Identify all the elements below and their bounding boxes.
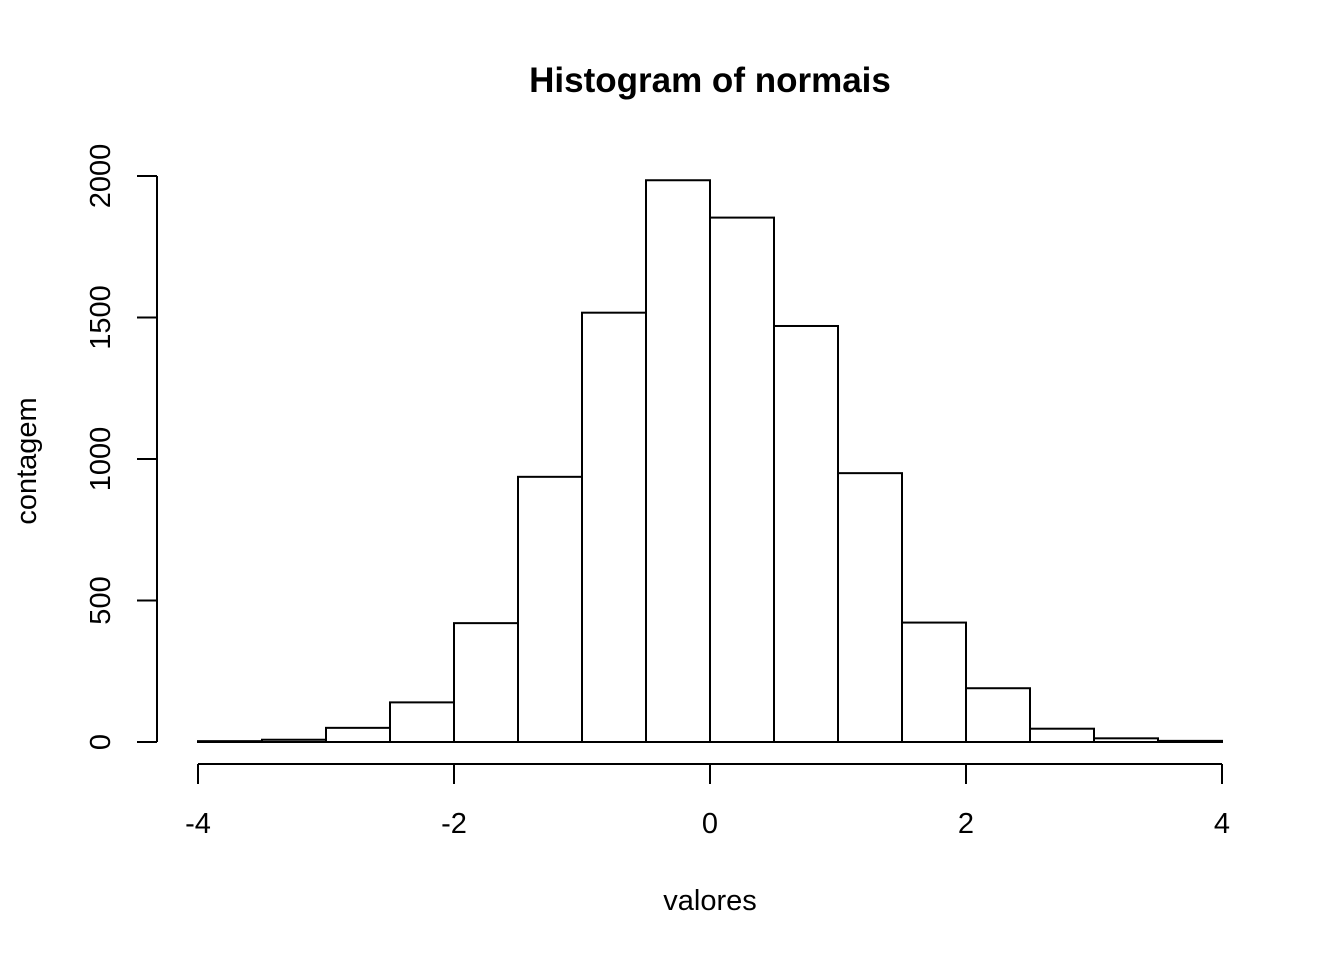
- histogram-bars: [197, 179, 1223, 744]
- histogram-bar-14: [1093, 737, 1159, 743]
- histogram-bar-11: [901, 621, 967, 743]
- y-tick-label-1: 500: [85, 576, 117, 624]
- x-axis-label: valores: [663, 885, 757, 917]
- histogram-bar-5: [517, 475, 583, 743]
- histogram-bar-4: [453, 622, 519, 744]
- histogram-bar-0: [197, 740, 263, 744]
- histogram-bar-10: [837, 472, 903, 743]
- x-tick-label-1: -2: [441, 808, 467, 840]
- histogram-bar-3: [389, 701, 455, 744]
- x-tick-label-4: 4: [1214, 808, 1230, 840]
- x-tick-label-2: 0: [702, 808, 718, 840]
- histogram-bar-6: [581, 311, 647, 743]
- histogram-bar-15: [1157, 739, 1223, 743]
- y-axis-label: contagem: [11, 397, 43, 524]
- y-tick-label-0: 0: [85, 734, 117, 750]
- y-tick-label-2: 1000: [85, 427, 117, 492]
- histogram-bar-2: [325, 726, 391, 743]
- x-axis: -4 -2 0 2 4: [185, 763, 1230, 840]
- x-tick-label-3: 2: [958, 808, 974, 840]
- histogram-bar-9: [773, 324, 839, 743]
- x-tick-label-0: -4: [185, 808, 211, 840]
- y-tick-label-3: 1500: [85, 285, 117, 350]
- histogram-bar-7: [645, 179, 711, 743]
- histogram-bar-8: [709, 216, 775, 743]
- y-tick-label-4: 2000: [85, 144, 117, 209]
- histogram-bar-1: [261, 738, 327, 744]
- chart-title: Histogram of normais: [529, 61, 891, 100]
- y-axis: 0 500 1000 1500 2000: [85, 144, 158, 750]
- histogram-bar-13: [1029, 727, 1095, 743]
- histogram-bar-12: [965, 687, 1031, 743]
